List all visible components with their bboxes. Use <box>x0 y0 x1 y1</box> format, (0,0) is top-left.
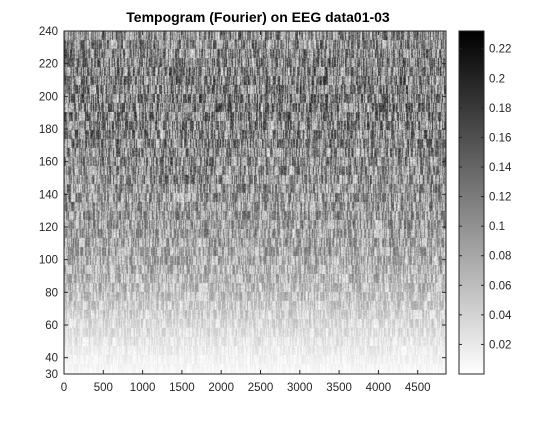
colorbar-tick-label: 0.08 <box>489 251 511 263</box>
y-tick-label: 160 <box>39 157 58 169</box>
x-tick-label: 0 <box>61 382 67 394</box>
y-tick-label: 240 <box>39 26 58 38</box>
colorbar-tick-label: 0.22 <box>489 44 511 56</box>
colorbar-tick-label: 0.1 <box>489 221 505 233</box>
x-tick-label: 4000 <box>366 382 392 394</box>
y-tick-label: 30 <box>45 369 58 381</box>
x-tick-label: 3500 <box>326 382 352 394</box>
x-axis: 0 500 1000 1500 2000 2500 3000 3500 4000 4500 <box>61 31 431 394</box>
x-tick-label: 4500 <box>405 382 431 394</box>
y-tick-label: 180 <box>39 124 58 136</box>
heatmap-image <box>64 31 446 374</box>
y-tick-label: 40 <box>45 353 58 365</box>
colorbar-tick-label: 0.16 <box>489 132 511 144</box>
y-tick-label: 100 <box>39 255 58 267</box>
y-tick-label: 60 <box>45 320 58 332</box>
colorbar <box>458 30 485 375</box>
y-tick-label: 140 <box>39 189 58 201</box>
x-tick-label: 1500 <box>169 382 195 394</box>
colorbar-axis: 0.02 0.04 0.06 0.08 0.1 0.12 0.14 0.16 0.18 0.2 0.… <box>459 44 512 351</box>
y-tick-label: 120 <box>39 222 58 234</box>
colorbar-tick-label: 0.18 <box>489 103 511 115</box>
colorbar-tick-label: 0.04 <box>489 310 512 322</box>
colorbar-tick-label: 0.2 <box>489 73 505 85</box>
chart-title: Tempogram (Fourier) on EEG data01-03 <box>126 9 390 25</box>
colorbar-tick-label: 0.02 <box>489 339 511 351</box>
plot-frame <box>63 30 447 375</box>
colorbar-tick-label: 0.12 <box>489 192 511 204</box>
y-tick-label: 200 <box>39 91 58 103</box>
heatmap <box>64 31 446 374</box>
y-axis: 30 40 60 80 100 120 140 160 180 200 220 240 <box>39 26 446 381</box>
y-tick-label: 80 <box>45 287 58 299</box>
colorbar-tick-label: 0.06 <box>489 280 511 292</box>
x-tick-label: 1000 <box>130 382 156 394</box>
colorbar-tick-label: 0.14 <box>489 162 512 174</box>
x-tick-label: 2000 <box>208 382 234 394</box>
x-tick-label: 3000 <box>287 382 313 394</box>
x-tick-label: 2500 <box>248 382 274 394</box>
y-tick-label: 220 <box>39 59 58 71</box>
x-tick-label: 500 <box>94 382 113 394</box>
